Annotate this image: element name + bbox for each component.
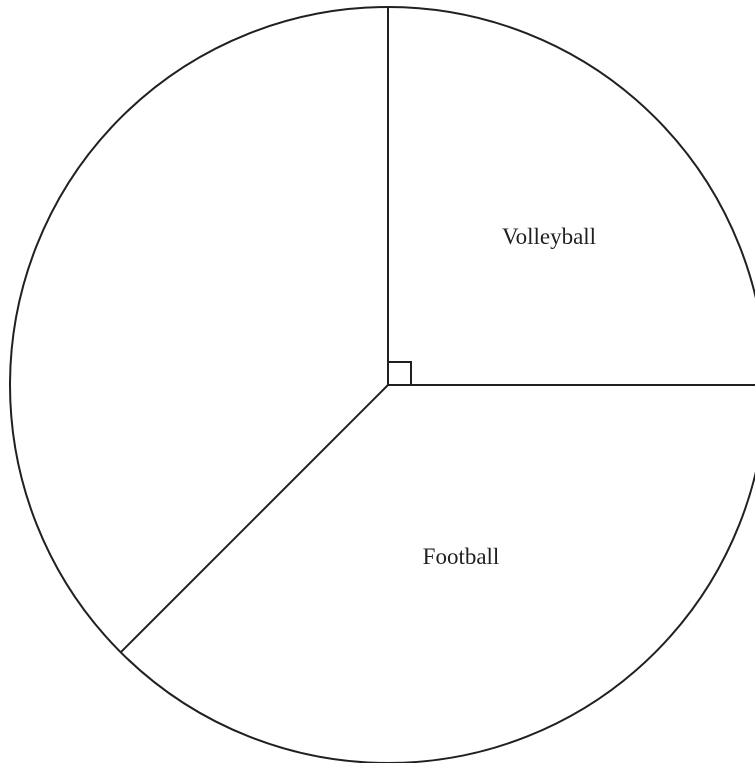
pie-slice-unlabeled [9, 7, 388, 653]
pie-outline [9, 6, 755, 763]
right-angle-marker [387, 361, 412, 386]
slice-divider-3 [120, 384, 389, 653]
pie-slices [9, 7, 755, 763]
slice-label-football: Football [423, 544, 500, 569]
slice-dividers [120, 7, 755, 653]
pie-slice-football [120, 385, 755, 763]
slice-label-volleyball: Volleyball [502, 224, 596, 249]
pie-slice-volleyball [388, 7, 755, 385]
